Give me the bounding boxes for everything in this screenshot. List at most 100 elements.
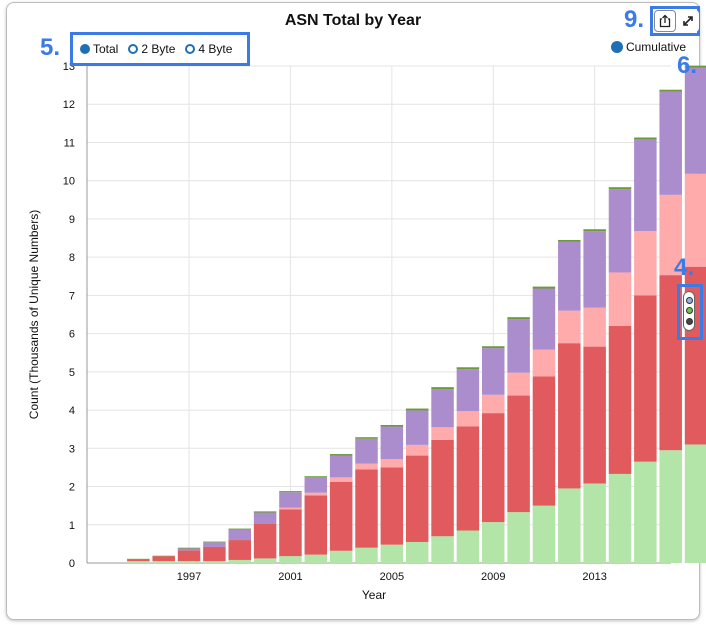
callout-5-box <box>70 32 250 66</box>
bar-segment <box>431 427 454 440</box>
bar-segment <box>431 387 454 390</box>
x-tick-label: 2001 <box>278 571 302 583</box>
bar-segment <box>558 310 581 344</box>
x-tick-label: 1997 <box>177 571 201 583</box>
bar-segment <box>127 559 150 562</box>
bar-segment <box>532 376 556 506</box>
legend-item-total[interactable]: Total <box>80 42 118 56</box>
color-toggle-button[interactable] <box>683 291 695 331</box>
bar-segment <box>507 317 530 320</box>
chart-title: ASN Total by Year <box>284 12 422 29</box>
bar-segment <box>152 555 175 557</box>
bar-segment <box>456 411 480 427</box>
legend-item-4byte[interactable]: 4 Byte <box>185 42 232 56</box>
bar-segment <box>482 348 505 395</box>
bar-segment <box>583 483 606 563</box>
bar-segment <box>177 561 201 563</box>
bar-segment <box>329 454 353 456</box>
cumulative-toggle[interactable]: Cumulative <box>610 40 686 54</box>
callout-9-label: 9. <box>624 6 645 33</box>
bar-segment <box>634 137 657 140</box>
bar-segment <box>532 505 556 563</box>
bar-segment <box>456 367 480 370</box>
radio-4byte-icon[interactable] <box>185 44 196 54</box>
bar-segment <box>482 413 505 523</box>
bar-segment <box>608 189 632 273</box>
bar-segment <box>177 550 201 562</box>
bar-segment <box>684 65 706 68</box>
bar-segment <box>304 476 328 478</box>
bar-segment <box>380 544 404 563</box>
bar-segment <box>456 369 480 412</box>
bar-segment <box>431 536 454 563</box>
bar-segment <box>329 477 353 482</box>
y-tick-label: 9 <box>69 214 75 226</box>
bar-segment <box>127 558 150 560</box>
bar-segment <box>228 559 251 563</box>
bar-segment <box>203 546 226 562</box>
bar-segment <box>152 561 175 563</box>
bar-segment <box>507 395 530 513</box>
bar-segment <box>456 426 480 531</box>
bar-segment <box>253 511 277 513</box>
callout-5-label: 5. <box>40 34 61 61</box>
bar-segment <box>482 522 505 563</box>
share-button[interactable] <box>654 10 676 32</box>
bar-segment <box>558 488 581 563</box>
bar-segment <box>659 194 682 276</box>
bar-segment <box>380 467 404 545</box>
bar-segment <box>177 548 201 551</box>
bar-segment <box>405 541 429 563</box>
bar-segment <box>355 438 378 464</box>
bar-segment <box>304 495 328 555</box>
bar-segment <box>634 461 657 563</box>
bar-segment <box>405 408 429 411</box>
expand-icon <box>683 16 693 26</box>
bar-segment <box>431 439 454 537</box>
radio-2byte-icon[interactable] <box>128 44 139 54</box>
y-tick-label: 8 <box>69 252 75 264</box>
bar-segment <box>684 444 706 563</box>
y-tick-label: 4 <box>69 405 75 417</box>
y-tick-label: 6 <box>69 329 75 341</box>
cumulative-radio-icon[interactable] <box>610 41 623 53</box>
bar-segment <box>380 426 404 460</box>
bar-segment <box>608 325 632 474</box>
bar-segment <box>532 286 556 289</box>
x-axis-label: Year <box>362 588 386 602</box>
bar-segment <box>583 346 606 484</box>
bar-segment <box>558 241 581 311</box>
y-tick-label: 12 <box>63 99 75 111</box>
bar-segment <box>482 394 505 414</box>
legend-item-2byte[interactable]: 2 Byte <box>128 42 175 56</box>
bar-segment <box>329 550 353 563</box>
bar-segment <box>152 556 175 562</box>
bar-segment <box>634 231 657 296</box>
y-tick-label: 7 <box>69 290 75 302</box>
bar-segment <box>659 91 682 195</box>
color-dot-green-icon <box>685 307 693 315</box>
callout-6-label: 6. <box>677 52 698 79</box>
bar-segment <box>431 389 454 428</box>
bar-segment <box>279 491 302 493</box>
bar-segment <box>558 343 581 489</box>
bar-segment <box>659 89 682 92</box>
bar-segment <box>304 554 328 563</box>
bar-segment <box>177 547 201 549</box>
bar-segment <box>228 528 251 530</box>
bar-segment <box>355 437 378 439</box>
radio-total-icon[interactable] <box>80 44 90 54</box>
x-tick-label: 2005 <box>380 571 404 583</box>
x-tick-label: 2009 <box>481 571 505 583</box>
y-tick-label: 2 <box>69 482 75 494</box>
expand-button[interactable] <box>677 10 699 32</box>
bar-segment <box>558 239 581 242</box>
bar-segment <box>203 561 226 563</box>
bar-segment <box>482 346 505 349</box>
bar-segment <box>355 547 378 563</box>
bar-segment <box>355 463 378 470</box>
bar-segment <box>684 173 706 267</box>
bar-segment <box>532 349 556 377</box>
callout-4-box <box>677 284 703 340</box>
